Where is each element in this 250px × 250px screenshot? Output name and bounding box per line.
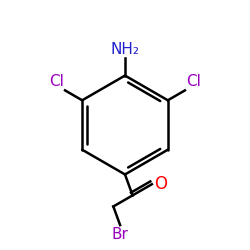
Text: Cl: Cl [186,74,201,89]
Text: Br: Br [112,227,128,242]
Text: NH₂: NH₂ [110,42,140,57]
Text: O: O [154,175,167,193]
Text: Cl: Cl [49,74,64,89]
